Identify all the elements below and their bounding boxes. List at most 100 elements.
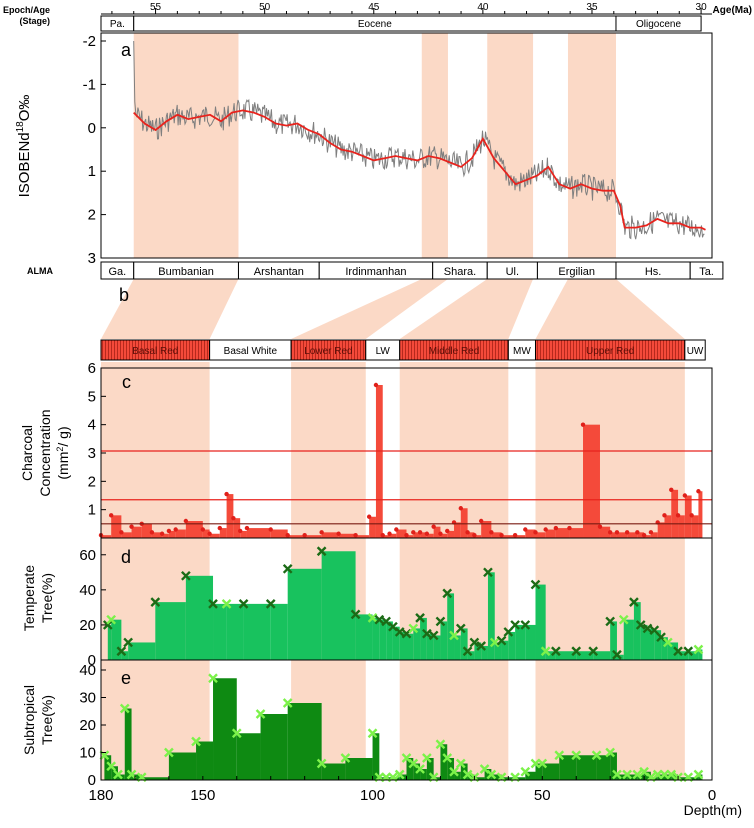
bar <box>474 535 482 538</box>
y-tick-label: 40 <box>79 662 96 679</box>
data-point <box>367 613 378 623</box>
data-point <box>340 753 351 763</box>
bar <box>525 529 536 538</box>
bar <box>698 491 703 538</box>
data-point <box>108 513 114 518</box>
bar <box>426 533 434 538</box>
bar <box>372 617 380 660</box>
data-point <box>244 525 250 531</box>
data-point <box>689 513 694 518</box>
data-point <box>510 620 520 630</box>
epoch-label: Pa. <box>110 19 125 30</box>
panel-e: 0 10 20 30 40 Subtropical Tree(%) e <box>21 659 713 789</box>
lithology-label: Basal Red <box>132 346 178 357</box>
data-point <box>669 487 674 493</box>
bar <box>440 533 448 538</box>
bar <box>576 755 597 780</box>
age-axis-title: Age(Ma) <box>713 5 752 16</box>
bar <box>555 528 570 538</box>
bar <box>131 526 142 538</box>
bar <box>640 624 648 660</box>
data-point <box>159 531 165 536</box>
data-point <box>632 769 643 780</box>
data-point <box>119 703 130 714</box>
data-point <box>164 747 174 758</box>
bar <box>413 628 421 660</box>
panel-d: 0 20 40 60 Temperate Tree(%) d <box>21 537 713 669</box>
bar <box>185 521 203 538</box>
bar <box>345 758 373 780</box>
data-point <box>353 532 358 538</box>
bar <box>688 777 699 780</box>
data-point <box>435 739 446 750</box>
correlation-link-0 <box>101 279 239 339</box>
bar <box>525 624 536 660</box>
data-point <box>282 563 293 574</box>
bar <box>420 617 427 660</box>
bar <box>270 529 288 538</box>
age-tick-label: 35 <box>586 2 598 13</box>
bar <box>671 489 679 538</box>
bar <box>647 628 655 660</box>
lithology-label: Basal White <box>224 346 278 357</box>
data-point <box>394 769 405 780</box>
bar <box>406 758 414 780</box>
bar <box>627 774 638 780</box>
depth-band-0 <box>101 362 210 780</box>
bar <box>226 603 244 660</box>
epoch-row-label-2: (Stage) <box>19 16 50 26</box>
data-point <box>149 530 155 535</box>
data-point <box>374 614 385 625</box>
data-point <box>404 532 409 538</box>
data-point <box>567 525 572 531</box>
data-point <box>605 616 616 627</box>
data-point <box>408 623 419 634</box>
data-point <box>469 637 480 648</box>
y-tick-label: 3 <box>88 445 96 462</box>
bar <box>355 614 373 660</box>
data-point <box>649 625 660 636</box>
data-point <box>417 530 423 535</box>
bar <box>654 630 662 660</box>
data-point <box>455 623 466 634</box>
d18o-smoothed-series <box>133 109 706 231</box>
bar <box>382 535 390 538</box>
data-point <box>478 518 484 524</box>
bar <box>616 532 628 538</box>
data-point <box>540 646 551 657</box>
y-tick-label: 5 <box>88 388 96 405</box>
data-point <box>483 567 493 578</box>
data-point <box>523 527 528 532</box>
bar <box>515 777 526 780</box>
data-point <box>591 750 602 761</box>
data-point <box>543 527 548 532</box>
data-point <box>422 753 432 763</box>
bar <box>487 572 495 660</box>
data-point <box>183 518 189 524</box>
bar <box>610 621 617 660</box>
bar <box>101 535 112 538</box>
data-point <box>173 527 178 532</box>
data-point <box>635 530 640 535</box>
y-tick-label: 30 <box>79 690 96 707</box>
bar <box>545 529 556 538</box>
bar <box>664 515 672 538</box>
alma-row: ALMA Ga. Bumbanian Arshantan Irdinmanhan Sha… <box>27 261 724 280</box>
data-point <box>537 758 548 769</box>
bar <box>545 651 556 660</box>
time-axis: Epoch/Age (Stage) Age(Ma) 55 50 45 40 35 30 P… <box>3 2 752 32</box>
bar <box>426 758 434 780</box>
data-point <box>380 532 385 538</box>
data-point <box>673 646 683 657</box>
bar <box>236 733 261 780</box>
y-tick-label: 20 <box>79 717 96 734</box>
bar <box>246 528 271 538</box>
bar <box>535 584 546 660</box>
bar <box>657 522 665 538</box>
bar <box>555 651 577 660</box>
bar <box>202 529 210 538</box>
y-tick-label: -1 <box>83 76 96 93</box>
data-point <box>316 758 327 769</box>
data-point <box>191 736 201 747</box>
data-point <box>350 609 361 620</box>
